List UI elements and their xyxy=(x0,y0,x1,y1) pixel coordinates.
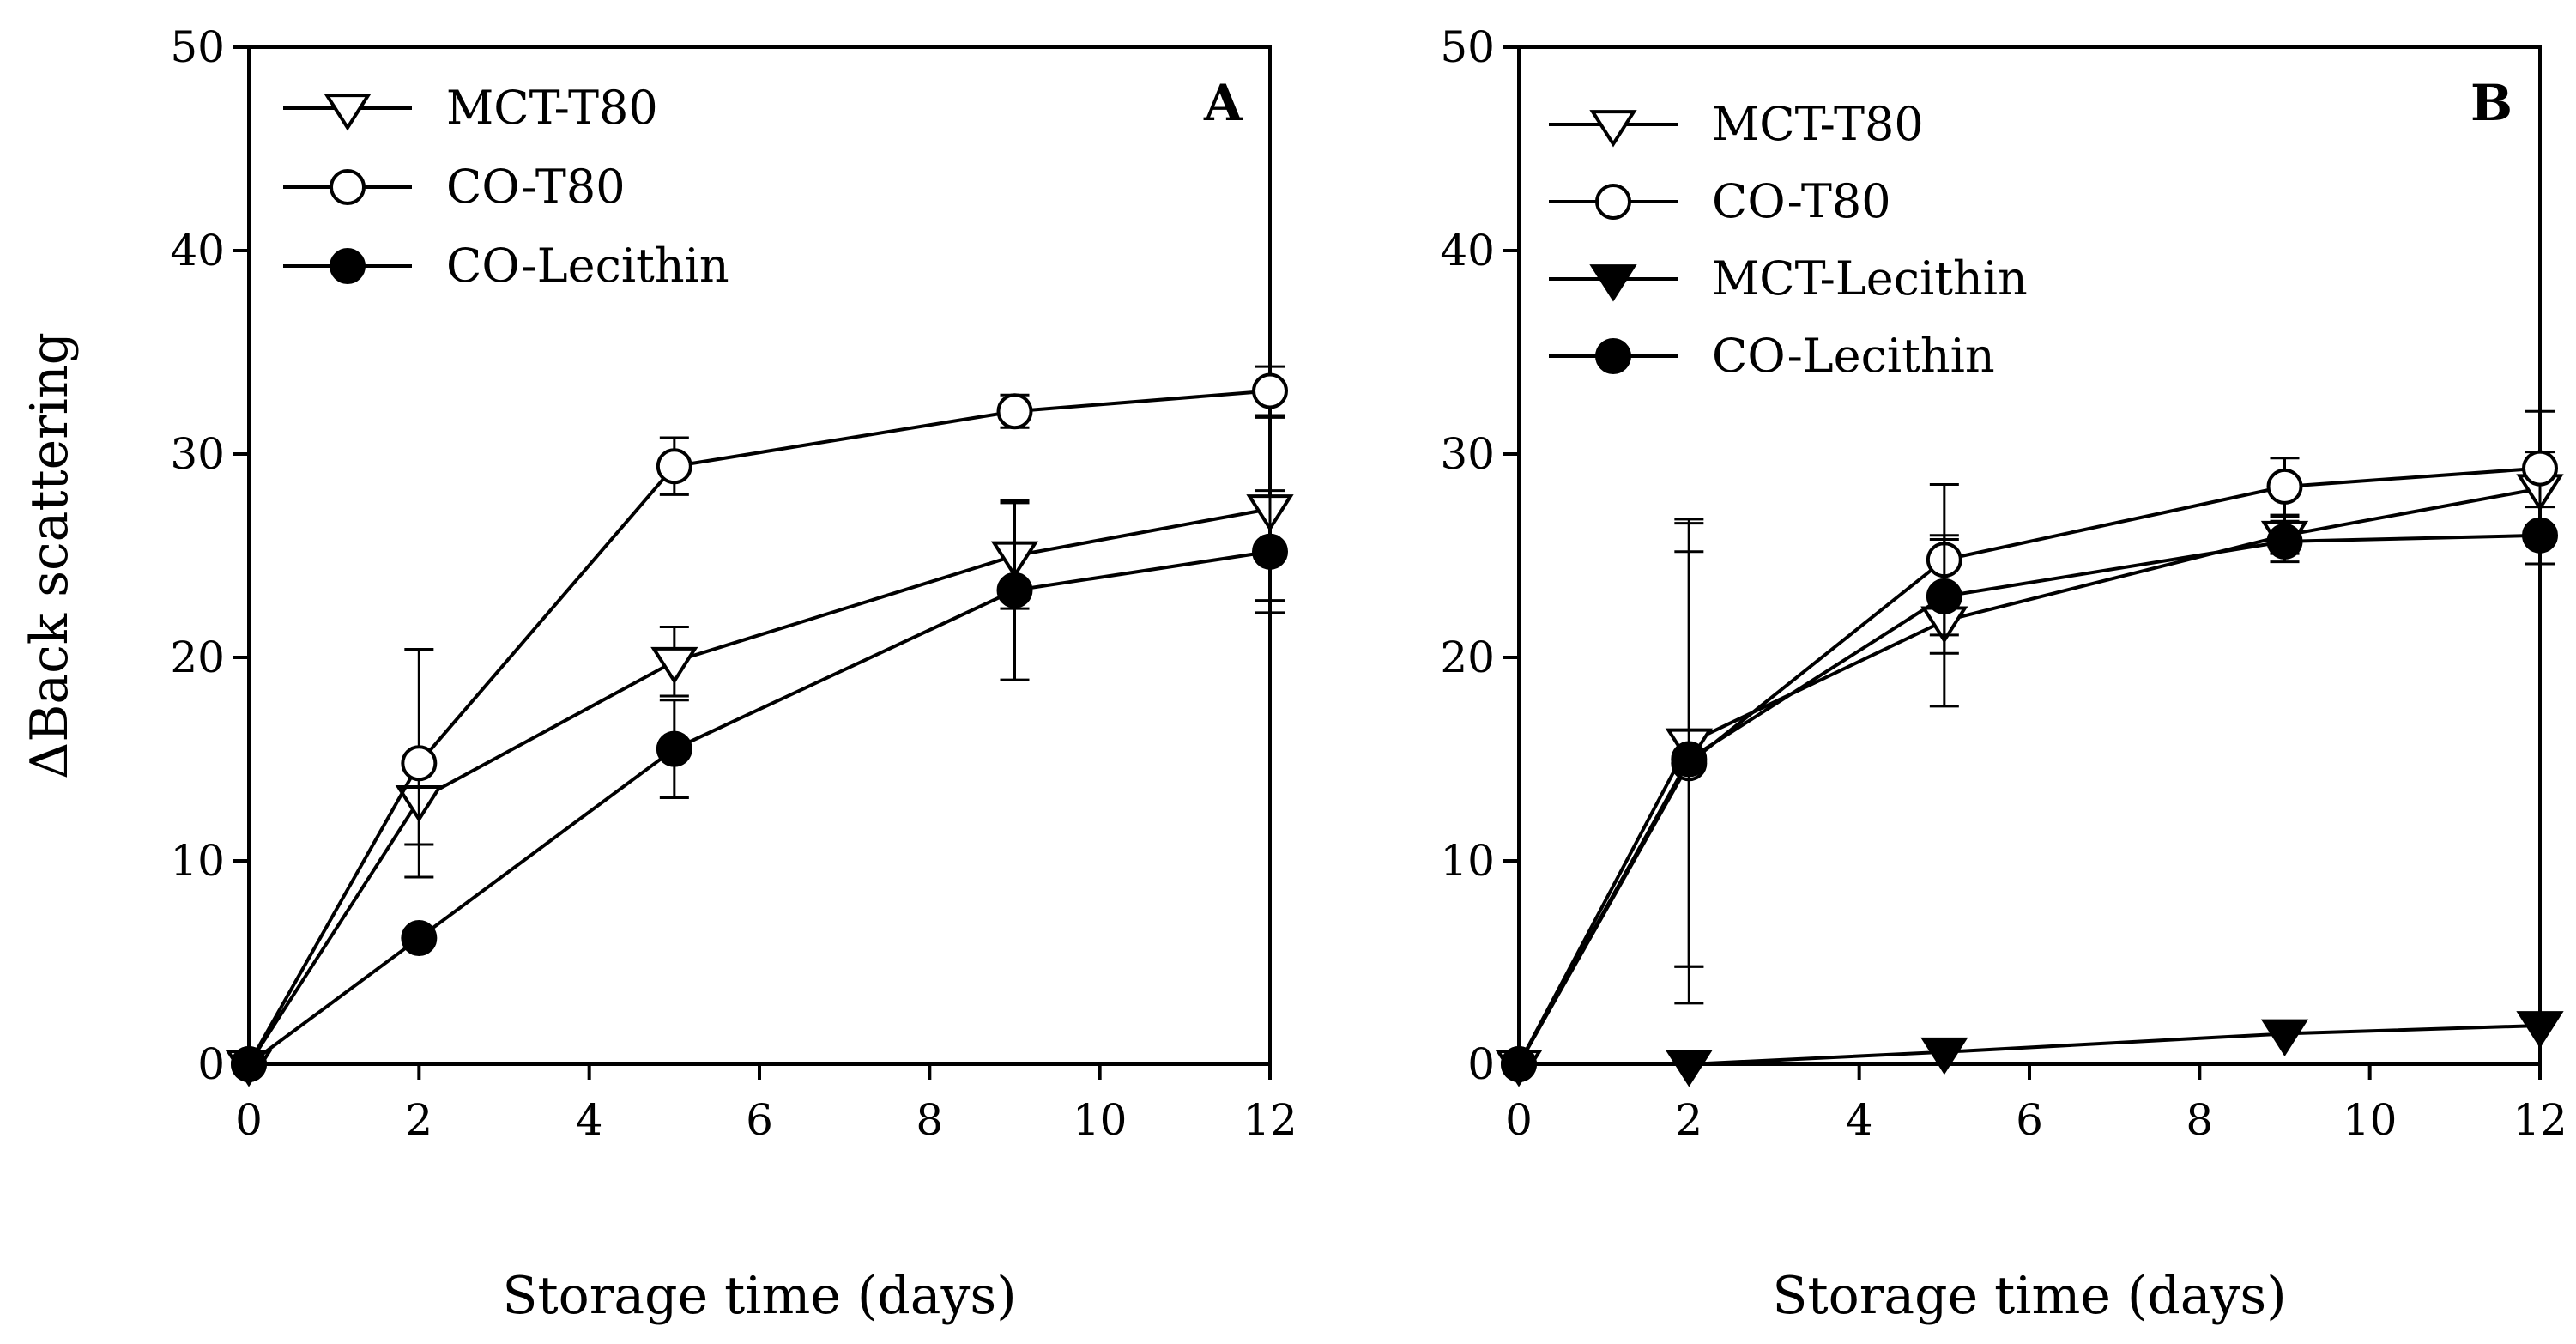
x-tick-label: 0 xyxy=(1505,1095,1533,1145)
legend-label: CO-T80 xyxy=(446,160,626,214)
data-point xyxy=(996,393,1033,430)
data-point xyxy=(996,572,1033,608)
series-line xyxy=(1689,1023,2541,1066)
legend-marker xyxy=(1595,338,1631,374)
series-MCT-T80 xyxy=(1495,451,2564,1087)
series-CO-Lecithin xyxy=(1501,506,2558,1082)
data-point xyxy=(401,745,438,782)
x-tick-label: 12 xyxy=(1243,1095,1297,1145)
y-tick-label: 30 xyxy=(170,429,225,479)
legend-label: MCT-T80 xyxy=(1712,97,1924,151)
data-point xyxy=(1926,578,1962,614)
x-tick-label: 4 xyxy=(1846,1095,1873,1145)
legend-label: MCT-T80 xyxy=(446,81,658,135)
data-point xyxy=(2266,523,2303,560)
x-tick-label: 0 xyxy=(235,1095,263,1145)
series-line xyxy=(247,549,1271,1066)
series-MCT-Lecithin xyxy=(1665,1011,2564,1087)
legend-label: MCT-Lecithin xyxy=(1712,251,2028,306)
panel-letter: A xyxy=(1203,74,1243,132)
plot-frame xyxy=(1517,45,2542,1066)
x-axis-title: Storage time (days) xyxy=(1772,1266,2286,1326)
y-tick-label: 20 xyxy=(1440,633,1495,682)
data-point xyxy=(1665,1050,1713,1087)
data-point xyxy=(2522,450,2558,487)
legend-label: CO-Lecithin xyxy=(1712,329,1995,383)
data-point xyxy=(656,448,692,485)
x-tick-label: 10 xyxy=(1073,1095,1128,1145)
legend-label: CO-T80 xyxy=(1712,174,1891,228)
data-point xyxy=(1920,1037,1968,1075)
data-point xyxy=(1671,741,1708,778)
data-point xyxy=(2522,517,2558,554)
legend-marker xyxy=(330,248,366,284)
panel-A: 0 10 20 30 40 50 0 2 4 6 8 10 12 Storage time (days) Δ… xyxy=(20,22,1297,1326)
data-point xyxy=(401,920,438,957)
x-tick-label: 4 xyxy=(576,1095,603,1145)
data-point xyxy=(2260,1019,2309,1056)
legend: MCT-T80 CO-T80 MCT-Lecithin CO-Lecithin xyxy=(1549,97,2028,383)
y-tick-label: 20 xyxy=(170,633,225,682)
series-CO-T80 xyxy=(1501,409,2558,1082)
legend-label: CO-Lecithin xyxy=(446,239,729,293)
series-CO-Lecithin xyxy=(231,489,1288,1082)
series-line xyxy=(247,389,1271,1065)
series-line xyxy=(1517,487,2541,1065)
x-axis-title: Storage time (days) xyxy=(502,1266,1016,1326)
x-tick-label: 12 xyxy=(2513,1095,2567,1145)
legend-marker xyxy=(1589,264,1637,302)
data-point xyxy=(2516,1011,2564,1049)
y-tick-label: 50 xyxy=(170,22,225,72)
x-tick-label: 6 xyxy=(2016,1095,2043,1145)
y-tick-label: 10 xyxy=(170,836,225,886)
series-CO-T80 xyxy=(231,365,1288,1082)
y-tick-label: 40 xyxy=(170,226,225,275)
y-tick-label: 50 xyxy=(1440,22,1495,72)
y-tick-label: 30 xyxy=(1440,429,1495,479)
x-tick-label: 2 xyxy=(1675,1095,1702,1145)
panel-B: 0 10 20 30 40 50 0 2 4 6 8 10 12 Storage time (days) B… xyxy=(1440,22,2567,1326)
data-point xyxy=(231,1046,267,1082)
panel-letter: B xyxy=(2470,74,2513,132)
legend-marker xyxy=(330,169,366,205)
legend-marker xyxy=(324,94,372,131)
series-line xyxy=(1517,533,2541,1065)
y-tick-label: 0 xyxy=(1467,1039,1495,1089)
data-point xyxy=(1252,372,1288,409)
series-MCT-T80 xyxy=(225,415,1294,1087)
y-tick-label: 10 xyxy=(1440,836,1495,886)
y-tick-label: 40 xyxy=(1440,226,1495,275)
y-axis-title: ΔBack scattering xyxy=(20,332,80,779)
data-point xyxy=(2266,468,2303,505)
legend: MCT-T80 CO-T80 CO-Lecithin xyxy=(283,81,729,293)
x-tick-label: 10 xyxy=(2343,1095,2398,1145)
data-point xyxy=(656,730,692,767)
data-point xyxy=(650,646,698,685)
x-tick-label: 2 xyxy=(405,1095,432,1145)
data-point xyxy=(1252,533,1288,570)
legend-marker xyxy=(1589,110,1637,148)
y-tick-label: 0 xyxy=(197,1039,225,1089)
plot-frame xyxy=(247,45,1272,1066)
data-point xyxy=(1501,1046,1537,1082)
x-tick-label: 8 xyxy=(916,1095,943,1145)
x-tick-label: 6 xyxy=(746,1095,773,1145)
legend-marker xyxy=(1595,184,1631,220)
x-tick-label: 8 xyxy=(2186,1095,2213,1145)
